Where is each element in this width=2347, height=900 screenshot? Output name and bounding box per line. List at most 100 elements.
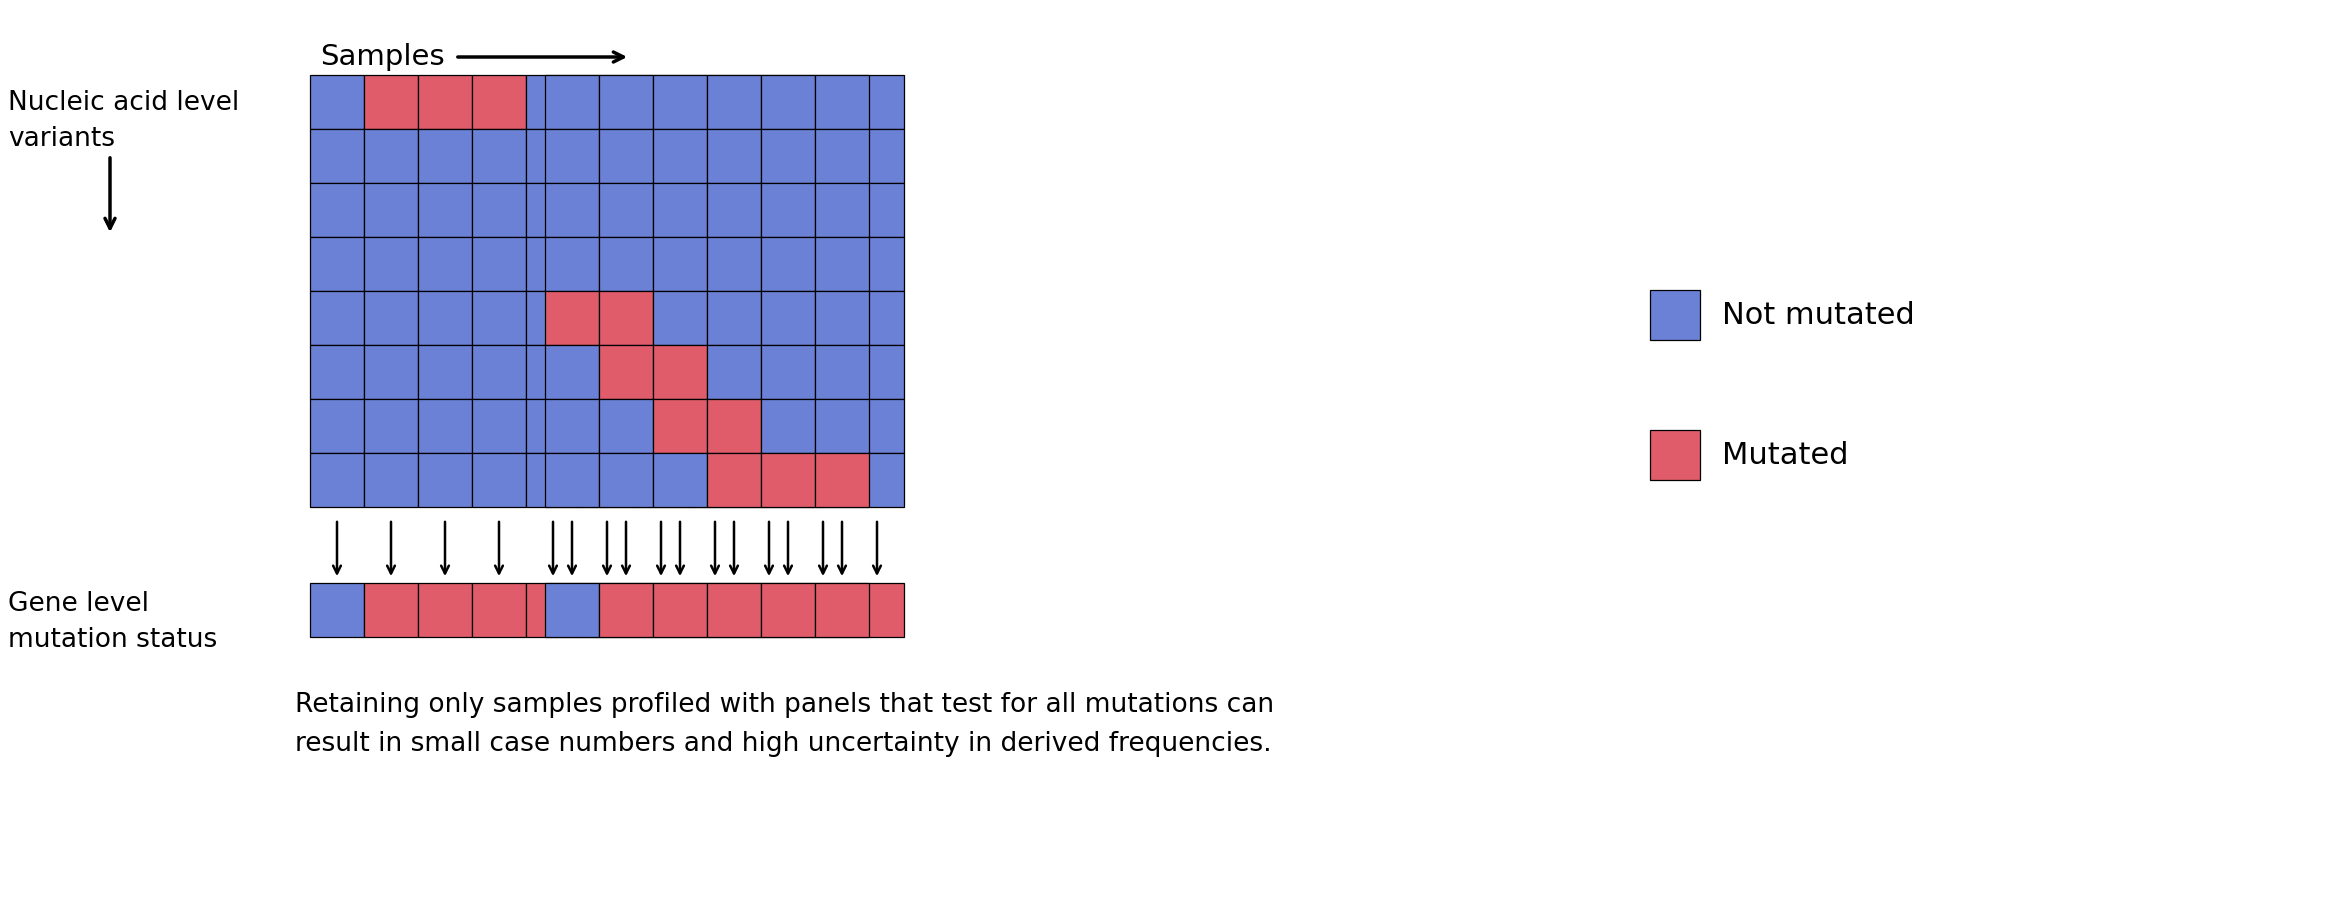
Bar [850, 129, 904, 183]
Bar [545, 399, 598, 453]
Bar [418, 399, 472, 453]
Bar [545, 129, 598, 183]
Bar [526, 399, 580, 453]
Bar [418, 75, 472, 129]
Bar [545, 183, 598, 237]
Bar [634, 345, 688, 399]
Bar [364, 453, 418, 507]
Bar [814, 399, 868, 453]
Bar [634, 129, 688, 183]
Bar [652, 453, 706, 507]
Bar [545, 75, 598, 129]
Bar [418, 345, 472, 399]
Bar [310, 345, 364, 399]
Bar [652, 75, 706, 129]
Bar [472, 345, 526, 399]
Bar [580, 129, 634, 183]
Bar [652, 399, 706, 453]
Text: Gene level
mutation status: Gene level mutation status [7, 591, 218, 653]
Bar [814, 237, 868, 291]
Bar [472, 453, 526, 507]
Bar [688, 183, 742, 237]
Bar [310, 583, 364, 637]
Bar [545, 345, 598, 399]
Bar [418, 583, 472, 637]
Bar [598, 237, 652, 291]
Bar [310, 237, 364, 291]
Bar [706, 75, 760, 129]
Bar [760, 583, 814, 637]
Bar [526, 75, 580, 129]
Bar [364, 345, 418, 399]
Bar [634, 399, 688, 453]
Bar [310, 129, 364, 183]
Bar [545, 453, 598, 507]
Bar [850, 183, 904, 237]
Bar [796, 183, 850, 237]
Bar [850, 453, 904, 507]
Bar [598, 129, 652, 183]
Bar [850, 237, 904, 291]
Bar [598, 583, 652, 637]
Bar [472, 237, 526, 291]
Bar [652, 129, 706, 183]
Bar [598, 183, 652, 237]
Bar [706, 583, 760, 637]
Bar [814, 583, 868, 637]
Bar [580, 183, 634, 237]
Bar [652, 183, 706, 237]
Bar [706, 453, 760, 507]
Bar [850, 291, 904, 345]
Bar [526, 237, 580, 291]
Bar [796, 291, 850, 345]
Bar [706, 399, 760, 453]
Bar [526, 129, 580, 183]
Bar [706, 345, 760, 399]
Bar [580, 291, 634, 345]
Bar [580, 583, 634, 637]
Bar [796, 453, 850, 507]
Bar [634, 291, 688, 345]
Bar [706, 129, 760, 183]
Bar [418, 453, 472, 507]
Bar [364, 129, 418, 183]
Bar [310, 453, 364, 507]
Bar [796, 345, 850, 399]
Bar [760, 453, 814, 507]
Bar [580, 237, 634, 291]
Bar [545, 583, 598, 637]
Bar [850, 75, 904, 129]
Bar [688, 345, 742, 399]
Bar [814, 183, 868, 237]
Bar [526, 345, 580, 399]
Bar [634, 183, 688, 237]
Bar [580, 75, 634, 129]
Text: Mutated: Mutated [1723, 440, 1849, 470]
Bar [598, 345, 652, 399]
Text: Retaining only samples profiled with panels that test for all mutations can
resu: Retaining only samples profiled with pan… [296, 692, 1274, 757]
Bar [814, 453, 868, 507]
Bar [526, 183, 580, 237]
Bar [688, 75, 742, 129]
Bar [310, 75, 364, 129]
Bar [364, 183, 418, 237]
Bar [598, 291, 652, 345]
Text: Not mutated: Not mutated [1723, 301, 1915, 329]
Bar [364, 237, 418, 291]
Bar [706, 237, 760, 291]
Bar [850, 399, 904, 453]
Bar [742, 583, 796, 637]
Bar [814, 129, 868, 183]
Bar [364, 291, 418, 345]
Bar [598, 75, 652, 129]
Bar [526, 453, 580, 507]
Bar [742, 129, 796, 183]
Bar [796, 399, 850, 453]
Bar [652, 237, 706, 291]
Bar [580, 345, 634, 399]
Bar [364, 75, 418, 129]
Bar [796, 583, 850, 637]
Bar [472, 129, 526, 183]
Bar [796, 75, 850, 129]
Bar [526, 583, 580, 637]
